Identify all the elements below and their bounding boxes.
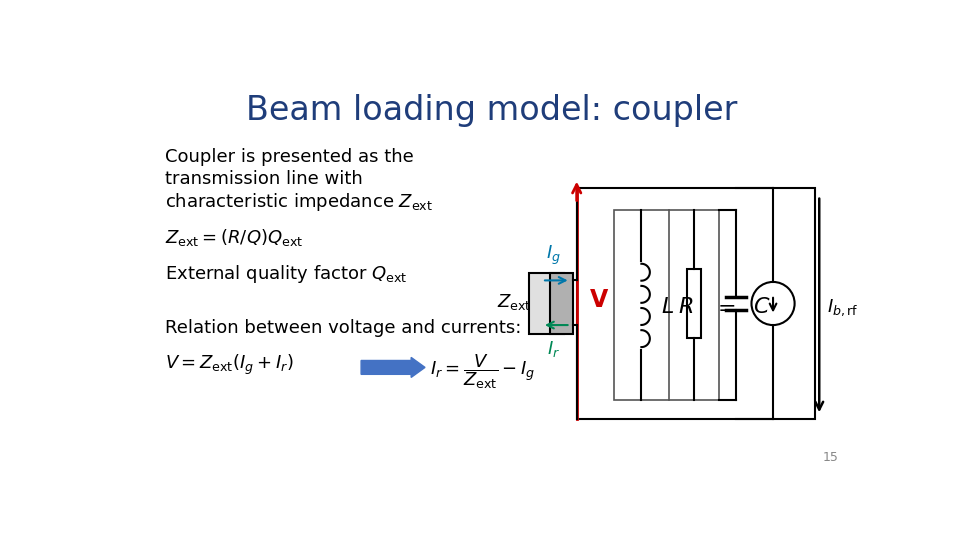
Text: $V = Z_{\mathrm{ext}}(I_g + I_r)$: $V = Z_{\mathrm{ext}}(I_g + I_r)$ <box>165 353 294 377</box>
Text: $L$: $L$ <box>660 298 674 318</box>
Text: $\mathbf{V}$: $\mathbf{V}$ <box>589 288 610 312</box>
Text: characteristic impedance $Z_{\mathrm{ext}}$: characteristic impedance $Z_{\mathrm{ext… <box>165 191 433 213</box>
Bar <box>687 269 701 338</box>
Bar <box>550 273 573 334</box>
Text: $=$: $=$ <box>712 298 735 318</box>
Text: $I_r$: $I_r$ <box>547 339 561 359</box>
Text: Relation between voltage and currents:: Relation between voltage and currents: <box>165 319 521 337</box>
Text: External quality factor $Q_{\mathrm{ext}}$: External quality factor $Q_{\mathrm{ext}… <box>165 264 407 286</box>
Text: $Z_{\mathrm{ext}} = (R/Q)Q_{\mathrm{ext}}$: $Z_{\mathrm{ext}} = (R/Q)Q_{\mathrm{ext}… <box>165 226 303 247</box>
Text: $R$: $R$ <box>679 298 694 318</box>
Text: $I_{b,\mathrm{rf}}$: $I_{b,\mathrm{rf}}$ <box>827 297 858 318</box>
Text: $Z_{\mathrm{ext}}$: $Z_{\mathrm{ext}}$ <box>497 292 532 312</box>
Bar <box>529 273 564 334</box>
Bar <box>613 210 719 400</box>
Text: 15: 15 <box>823 451 838 464</box>
Text: $I_r = \dfrac{V}{Z_{\mathrm{ext}}} - I_g$: $I_r = \dfrac{V}{Z_{\mathrm{ext}}} - I_g… <box>430 353 536 392</box>
Text: Beam loading model: coupler: Beam loading model: coupler <box>247 94 737 127</box>
Text: transmission line with: transmission line with <box>165 170 363 187</box>
Text: $I_g$: $I_g$ <box>546 244 561 267</box>
Text: Coupler is presented as the: Coupler is presented as the <box>165 148 414 166</box>
Bar <box>577 188 815 419</box>
FancyArrow shape <box>361 357 425 377</box>
Text: $C$: $C$ <box>754 298 771 318</box>
